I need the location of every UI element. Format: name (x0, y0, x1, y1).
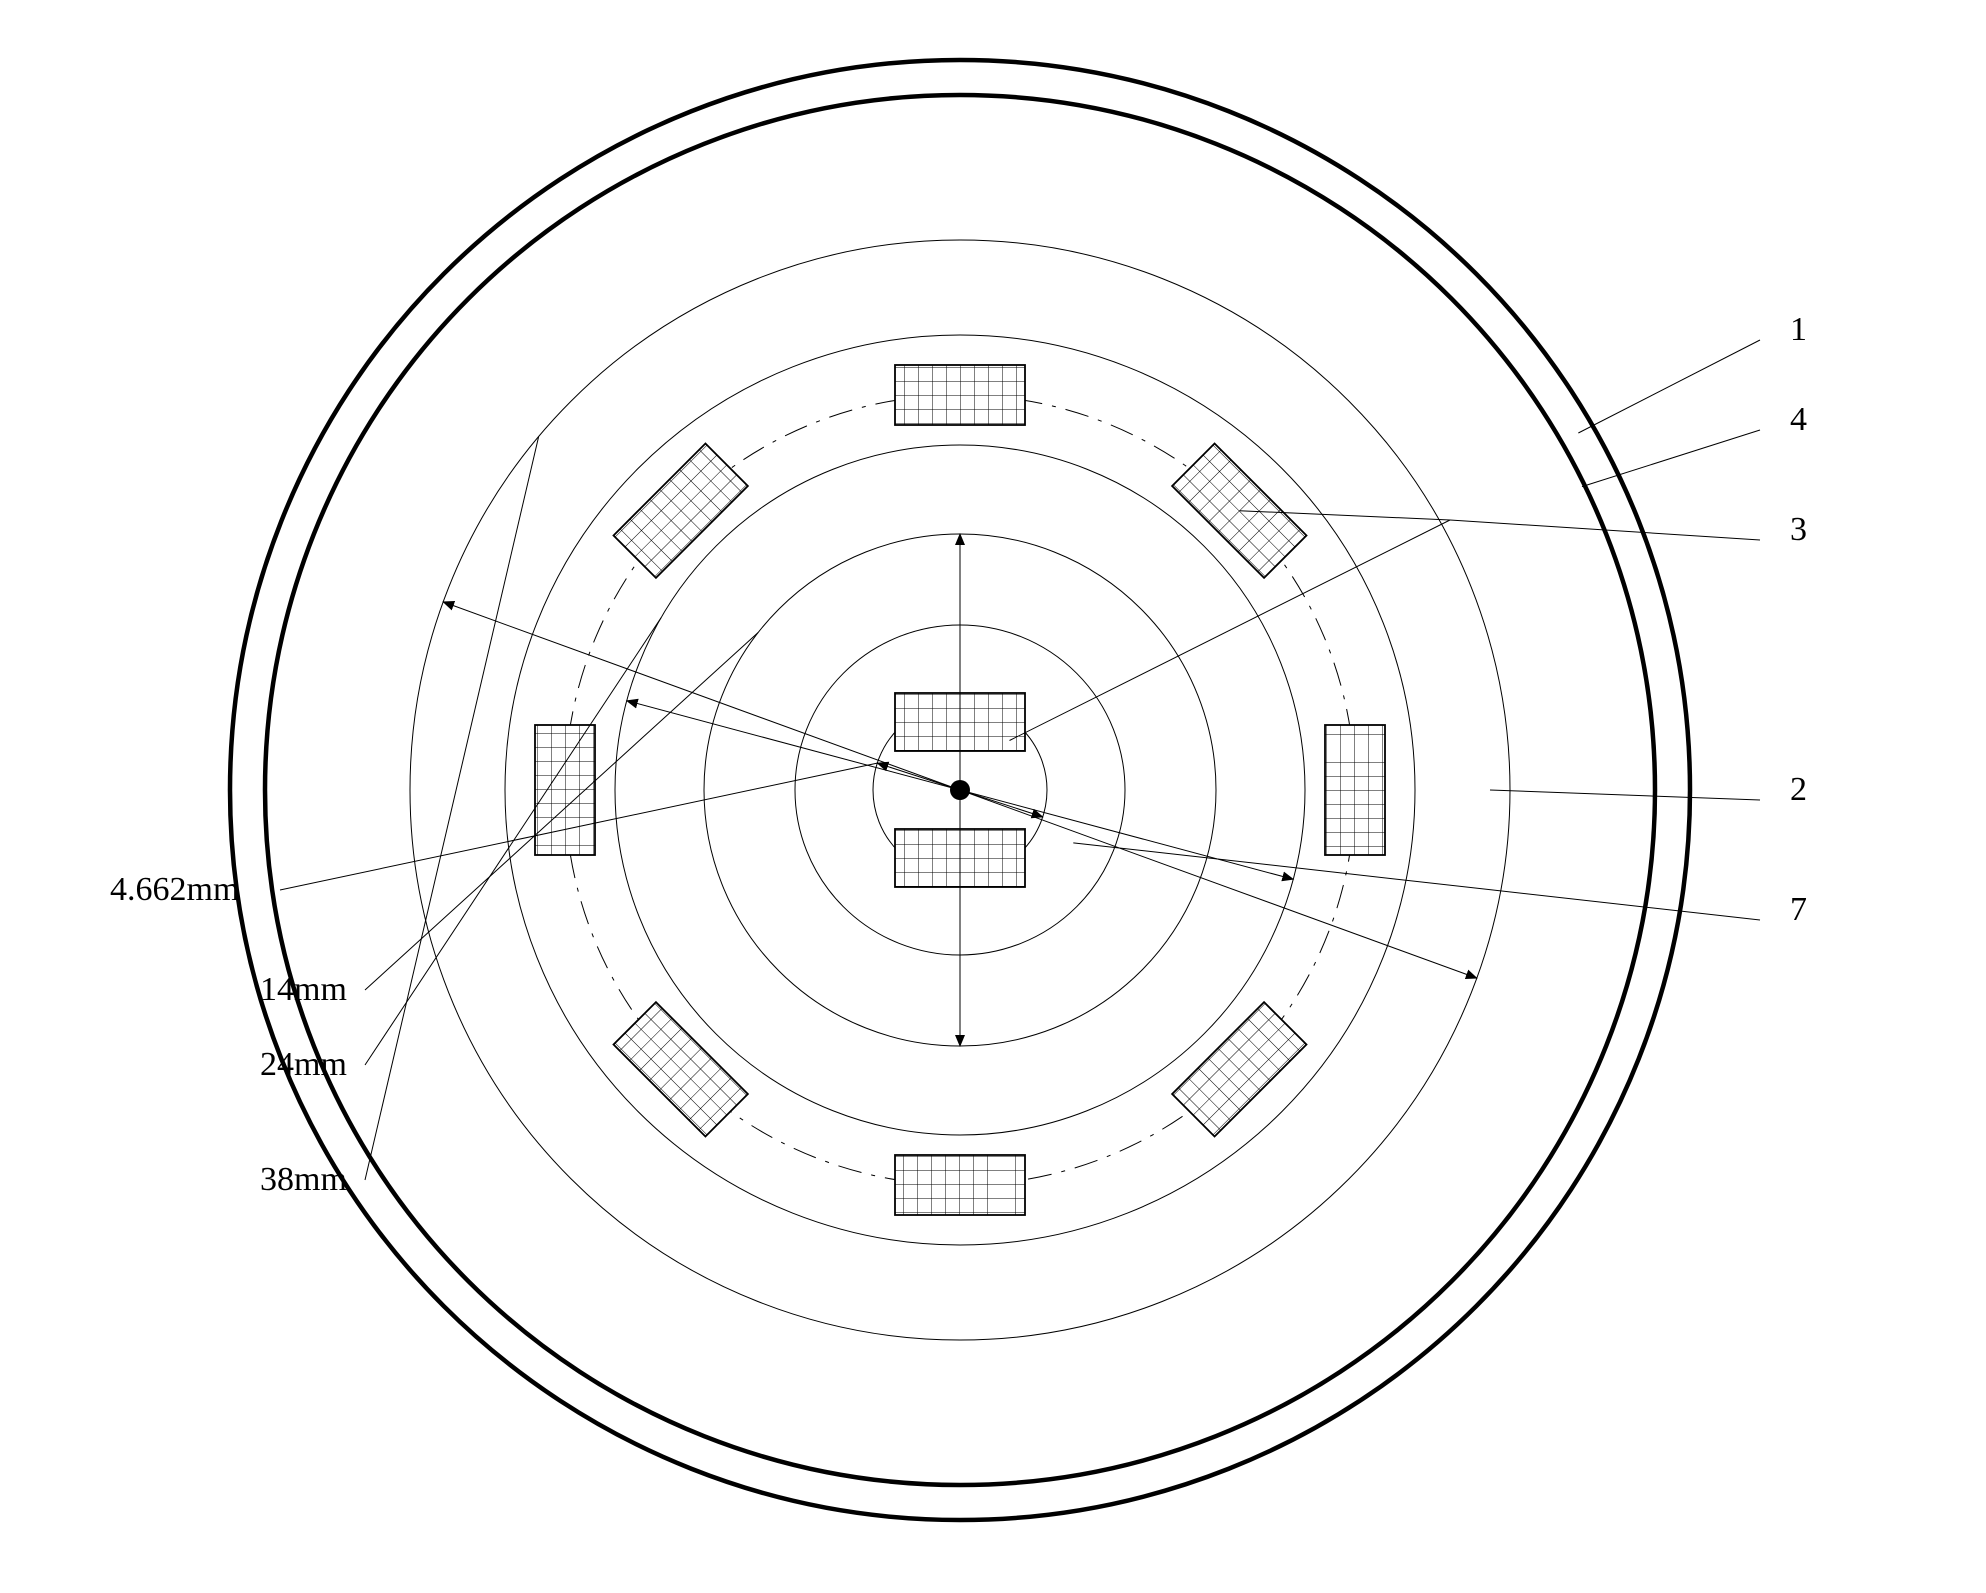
outer-chip-6 (535, 725, 595, 855)
label-ref_1: 1 (1790, 311, 1807, 348)
label-ref_7: 7 (1790, 891, 1807, 928)
label-dim_38: 38mm (260, 1161, 347, 1198)
outer-chip-5 (614, 1002, 748, 1136)
outer-chip-4 (895, 1155, 1025, 1215)
leader-ref_2 (1490, 790, 1760, 800)
label-ref_4: 4 (1790, 401, 1807, 438)
outer-chip-0 (895, 365, 1025, 425)
leader-ref_3a (1009, 520, 1450, 741)
label-dim_4662: 4.662mm (110, 871, 239, 908)
leader-ref_7 (1073, 843, 1760, 920)
label-dim_24: 24mm (260, 1046, 347, 1083)
outer-chip-7 (614, 444, 748, 578)
label-dim_14: 14mm (260, 971, 347, 1008)
leader-dim_24 (365, 618, 661, 1066)
leader-ref_1 (1578, 340, 1760, 433)
label-ref_2: 2 (1790, 771, 1807, 808)
leader-dim_14 (365, 632, 758, 990)
outer-chip-2 (1325, 725, 1385, 855)
outer-chip-3 (1172, 1002, 1306, 1136)
leader-ref_3b (1239, 511, 1760, 540)
label-ref_3: 3 (1790, 511, 1807, 548)
leader-dim_38 (365, 436, 539, 1180)
